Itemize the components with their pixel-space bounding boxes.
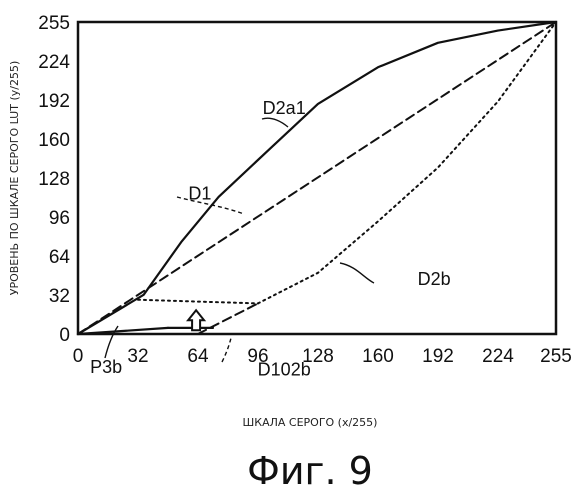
x-tick-label: 0 — [73, 346, 84, 367]
y-axis-title: УРОВЕНЬ ПО ШКАЛЕ СЕРОГО LUT (y/255) — [8, 61, 21, 295]
y-tick-label: 160 — [38, 130, 70, 151]
y-tick-label: 0 — [59, 325, 70, 346]
x-tick-label: 32 — [127, 346, 148, 367]
y-tick-label: 96 — [49, 208, 70, 229]
series-line-p3b — [138, 300, 258, 304]
leader-line-d2a1 — [262, 118, 288, 127]
x-tick-label: 255 — [540, 346, 572, 367]
leader-lines — [105, 118, 374, 362]
y-tick-label: 32 — [49, 286, 70, 307]
y-tick-labels: 0 32 64 96 128 160 192 224 255 — [38, 13, 70, 346]
series-layer — [78, 22, 556, 334]
series-label-d2b: D2b — [418, 269, 451, 289]
y-tick-label: 128 — [38, 169, 70, 190]
x-axis-title: ШКАЛА СЕРОГО (x/255) — [243, 416, 378, 429]
series-label-d1: D1 — [188, 183, 211, 203]
leader-line-d2b — [340, 263, 374, 283]
y-tick-label: 224 — [38, 52, 70, 73]
series-line-d1 — [78, 22, 556, 334]
series-line-d102b — [198, 303, 258, 334]
x-tick-label: 224 — [482, 346, 514, 367]
x-tick-label: 160 — [362, 346, 394, 367]
y-tick-label: 64 — [49, 247, 71, 268]
y-tick-label: 255 — [38, 13, 70, 34]
series-labels: D2a1 D1 D2b P3b D102b — [90, 98, 451, 380]
x-tick-label: 64 — [187, 346, 209, 367]
figure-caption: Фиг. 9 — [247, 449, 373, 493]
x-tick-labels: 0 32 64 96 128 160 192 224 255 — [73, 346, 572, 367]
leader-line-d102b — [222, 338, 231, 362]
series-label-d102b: D102b — [258, 360, 311, 380]
x-tick-label: 192 — [422, 346, 454, 367]
y-tick-label: 192 — [38, 91, 70, 112]
series-label-p3b: P3b — [90, 357, 122, 377]
series-label-d2a1: D2a1 — [263, 98, 306, 118]
series-line-d2b — [258, 22, 556, 303]
